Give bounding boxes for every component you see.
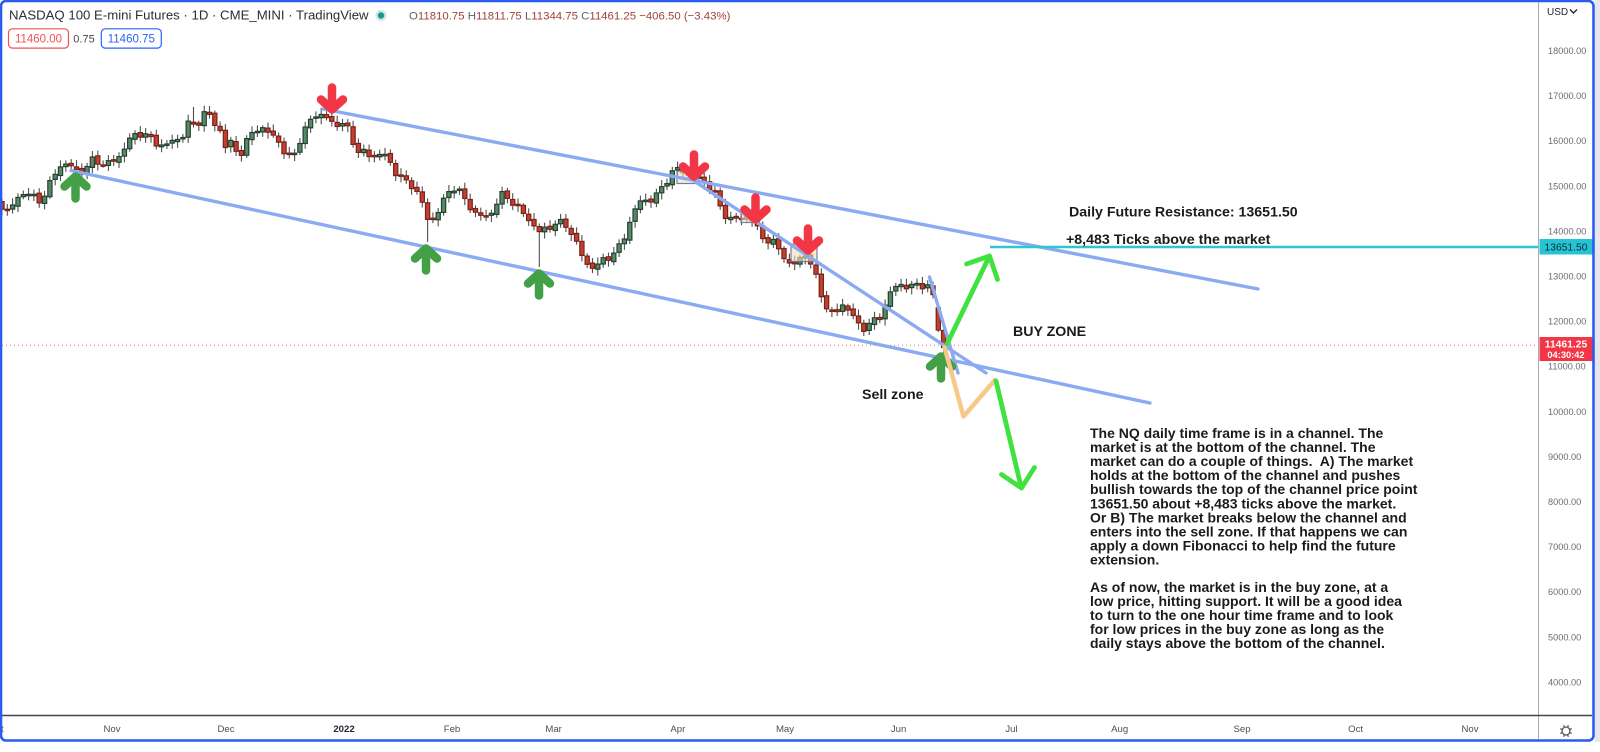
svg-text:As of now, the market is in th: As of now, the market is in the buy zone… (1090, 579, 1388, 595)
svg-text:Or B) The market breaks below: Or B) The market breaks below the channe… (1090, 509, 1407, 525)
svg-text:11000.00: 11000.00 (1548, 362, 1586, 372)
svg-text:O11810.75 H11811.75 L11344.75: O11810.75 H11811.75 L11344.75 C11461.25 … (409, 11, 731, 23)
svg-text:Oct: Oct (1348, 724, 1363, 735)
svg-text:low price, hitting support. It: low price, hitting support. It will be a… (1090, 593, 1402, 609)
svg-text:2022: 2022 (333, 724, 354, 735)
svg-text:The NQ daily time frame is in: The NQ daily time frame is in a channel.… (1090, 425, 1384, 441)
svg-text:enters into the sell zone. If: enters into the sell zone. If that happe… (1090, 523, 1407, 539)
svg-text:0.75: 0.75 (73, 34, 94, 46)
svg-text:18000.00: 18000.00 (1548, 46, 1586, 56)
svg-text:04:30:42: 04:30:42 (1547, 350, 1584, 360)
svg-text:Dec: Dec (217, 724, 234, 735)
svg-text:7000.00: 7000.00 (1548, 542, 1581, 552)
svg-text:Nov: Nov (103, 724, 120, 735)
svg-text:bullish towards the top of the: bullish towards the top of the channel p… (1090, 481, 1418, 497)
svg-text:Sep: Sep (1233, 724, 1250, 735)
svg-text:daily stays above the bottom o: daily stays above the bottom of the chan… (1090, 635, 1385, 651)
svg-text:Jul: Jul (1005, 724, 1017, 735)
svg-text:Daily Future Resistance: 13651: Daily Future Resistance: 13651.50 (1069, 205, 1298, 221)
svg-text:13651.50 about +8,483 ticks ab: 13651.50 about +8,483 ticks above the ma… (1090, 495, 1396, 511)
svg-text:market is at the bottom of the: market is at the bottom of the channel. … (1090, 439, 1376, 455)
svg-text:Mar: Mar (545, 724, 562, 735)
svg-text:BUY ZONE: BUY ZONE (1013, 324, 1086, 340)
svg-text:16000.00: 16000.00 (1548, 136, 1586, 146)
svg-text:11461.25: 11461.25 (1545, 339, 1588, 350)
svg-text:market can do a couple of thin: market can do a couple of things. A) The… (1090, 453, 1413, 469)
svg-text:6000.00: 6000.00 (1548, 587, 1581, 597)
svg-text:USD: USD (1547, 7, 1568, 18)
svg-text:8000.00: 8000.00 (1548, 497, 1581, 507)
svg-text:9000.00: 9000.00 (1548, 452, 1581, 462)
svg-text:Feb: Feb (444, 724, 461, 735)
svg-text:13651.50: 13651.50 (1545, 243, 1588, 254)
svg-text:for low prices in the buy zone: for low prices in the buy zone as long a… (1090, 621, 1384, 637)
svg-text:May: May (776, 724, 794, 735)
svg-text:11460.75: 11460.75 (108, 34, 155, 46)
svg-text:5000.00: 5000.00 (1548, 632, 1581, 642)
svg-text:Aug: Aug (1111, 724, 1128, 735)
svg-text:Apr: Apr (670, 724, 686, 735)
svg-text:14000.00: 14000.00 (1548, 226, 1586, 236)
svg-text:t: t (1, 724, 4, 735)
svg-text:15000.00: 15000.00 (1548, 181, 1586, 191)
svg-text:+8,483 Ticks above the market: +8,483 Ticks above the market (1066, 232, 1271, 248)
svg-text:NASDAQ 100 E-mini Futures · 1D: NASDAQ 100 E-mini Futures · 1D · CME_MIN… (9, 8, 369, 23)
svg-text:12000.00: 12000.00 (1548, 317, 1586, 327)
svg-text:17000.00: 17000.00 (1548, 91, 1586, 101)
svg-text:apply a down Fibonacci to help: apply a down Fibonacci to help find the … (1090, 538, 1396, 554)
svg-text:to turn to the one hour time f: to turn to the one hour time frame and t… (1090, 607, 1394, 623)
svg-text:11460.00: 11460.00 (15, 34, 62, 46)
svg-text:Nov: Nov (1461, 724, 1478, 735)
svg-text:10000.00: 10000.00 (1548, 407, 1586, 417)
svg-text:Sell zone: Sell zone (862, 387, 924, 403)
svg-text:4000.00: 4000.00 (1548, 677, 1581, 687)
svg-text:13000.00: 13000.00 (1548, 272, 1586, 282)
svg-text:holds at the bottom of the cha: holds at the bottom of the channel and p… (1090, 467, 1401, 483)
svg-text:extension.: extension. (1090, 552, 1159, 568)
svg-text:Jun: Jun (891, 724, 906, 735)
